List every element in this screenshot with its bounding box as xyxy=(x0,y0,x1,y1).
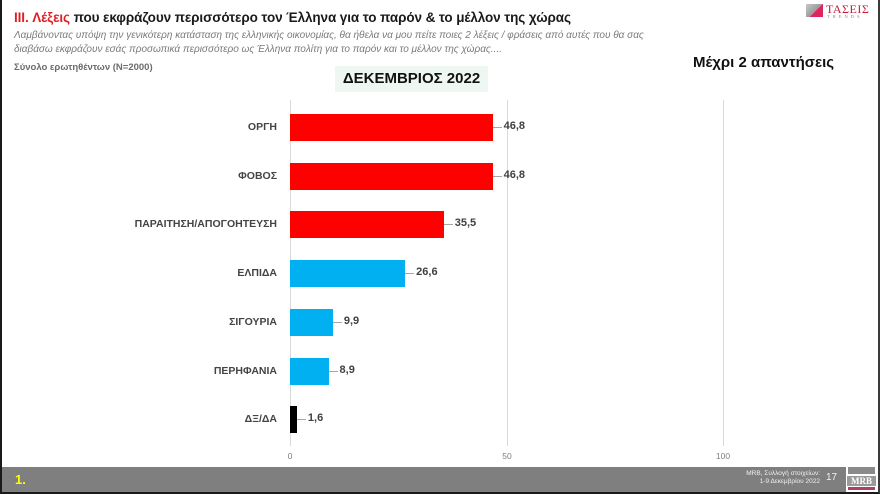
gridline-50 xyxy=(507,100,508,446)
logo-mark-icon xyxy=(806,4,823,17)
bar xyxy=(290,211,444,239)
logo-sub: TRENDS xyxy=(827,14,863,19)
label-leader-line xyxy=(443,224,453,226)
mrb-logo-tag-icon xyxy=(848,487,875,490)
category-label: ΔΞ/ΔΑ xyxy=(244,413,277,426)
slide-number: 17 xyxy=(826,472,838,483)
source-note: MRB, Συλλογή στοιχείων: 1-9 Δεκεμβρίου 2… xyxy=(700,470,820,486)
label-leader-line xyxy=(405,273,415,275)
category-label: ΦΟΒΟΣ xyxy=(238,169,277,182)
gridline-100 xyxy=(723,100,724,446)
logo-brand: ΤΑΣΕΙΣ xyxy=(826,2,870,16)
title-rest: που εκφράζουν περισσότερο τον Έλληνα για… xyxy=(73,10,571,25)
section-number: 1. xyxy=(15,472,26,487)
x-tick-0: 0 xyxy=(287,451,293,461)
category-label: ΣΙΓΟΥΡΙΑ xyxy=(229,315,277,328)
value-label: 46,8 xyxy=(503,168,526,181)
bar xyxy=(290,357,329,385)
x-tick-50: 50 xyxy=(502,451,512,461)
bar xyxy=(290,406,297,434)
mrb-logo-text: MRB xyxy=(847,476,876,486)
label-leader-line xyxy=(492,175,502,177)
mrb-logo: MRB xyxy=(847,465,876,492)
x-tick-100: 100 xyxy=(715,451,731,461)
bar xyxy=(290,308,333,336)
bar xyxy=(290,260,406,288)
source-line-2: 1-9 Δεκεμβρίου 2022 xyxy=(759,478,820,485)
period-label: ΔΕΚΕΜΒΡΙΟΣ 2022 xyxy=(335,66,488,92)
value-label: 8,9 xyxy=(339,363,355,376)
sample-base: Σύνολο ερωτηθέντων (N=2000) xyxy=(14,62,153,73)
value-label: 9,9 xyxy=(343,314,360,327)
question-text: Λαμβάνοντας υπόψη την γενικότερη κατάστα… xyxy=(14,30,644,55)
answers-note: Μέχρι 2 απαντήσεις xyxy=(693,54,835,71)
slide-title: III. Λέξεις που εκφράζουν περισσότερο το… xyxy=(14,10,571,25)
bar xyxy=(290,162,493,190)
bar-chart: 0 50 100 ΟΡΓΗ 46,8 ΦΟΒΟΣ 46,8 ΠΑΡΑΙΤΗΣΗ/ΑΠΟΓ… xyxy=(134,100,731,461)
value-label: 1,6 xyxy=(307,412,324,425)
title-prefix: III. xyxy=(14,10,29,25)
value-label: 26,6 xyxy=(416,266,438,279)
value-label: 35,5 xyxy=(454,217,477,230)
category-label: ΠΑΡΑΙΤΗΣΗ/ΑΠΟΓΟΗΤΕΥΣΗ xyxy=(134,218,277,231)
label-leader-line xyxy=(328,370,338,372)
mrb-logo-bar-icon xyxy=(848,467,875,474)
category-label: ΠΕΡΗΦΑΝΙΑ xyxy=(213,364,277,377)
category-label: ΟΡΓΗ xyxy=(247,121,277,133)
footer-bar xyxy=(2,467,846,492)
category-label: ΕΛΠΙΔΑ xyxy=(237,267,277,280)
bar xyxy=(290,114,493,141)
value-label: 46,8 xyxy=(503,120,526,132)
taseis-logo: ΤΑΣΕΙΣ TRENDS xyxy=(806,2,874,20)
label-leader-line xyxy=(332,321,342,323)
label-leader-line xyxy=(492,127,502,128)
source-line-1: MRB, Συλλογή στοιχείων: xyxy=(746,470,820,477)
label-leader-line xyxy=(296,419,306,421)
title-highlight: Λέξεις xyxy=(32,10,70,25)
